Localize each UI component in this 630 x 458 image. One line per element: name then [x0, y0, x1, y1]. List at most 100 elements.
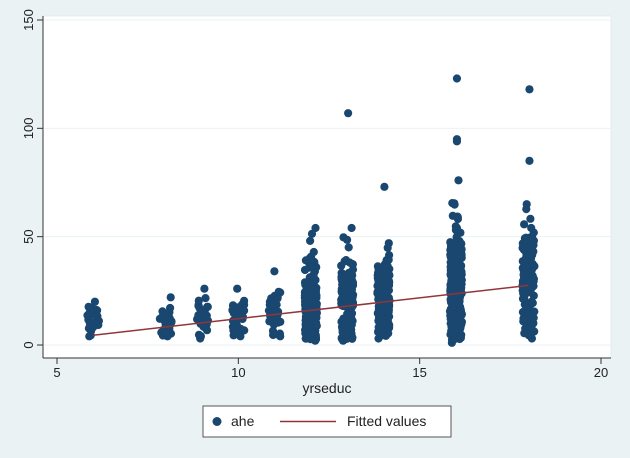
- ahe-point: [201, 294, 210, 303]
- ahe-point: [305, 273, 314, 282]
- ahe-point: [274, 287, 283, 296]
- legend-fitted-label: Fitted values: [347, 413, 426, 429]
- ahe-point: [234, 305, 243, 314]
- ahe-point: [529, 228, 538, 237]
- ahe-point: [158, 307, 167, 316]
- ahe-point: [270, 267, 279, 276]
- ahe-point: [344, 327, 353, 336]
- ahe-point: [274, 330, 283, 340]
- ahe-point: [200, 284, 209, 293]
- ahe-point: [447, 335, 457, 344]
- ahe-point: [522, 205, 531, 214]
- ahe-point: [447, 315, 456, 324]
- ahe-point-outlier: [344, 109, 353, 118]
- ahe-point-outlier: [452, 74, 462, 83]
- y-axis: 0 50 100 150: [21, 9, 44, 358]
- ahe-point: [520, 260, 529, 269]
- ahe-point: [93, 312, 102, 321]
- ahe-point: [520, 234, 530, 243]
- fitted-values-line: [93, 284, 529, 336]
- ahe-point: [233, 284, 242, 293]
- legend-ahe-marker: [212, 417, 222, 426]
- fitted-line-group: [93, 284, 529, 336]
- ahe-point: [528, 298, 537, 308]
- ahe-point: [446, 295, 455, 304]
- ahe-point: [456, 253, 465, 262]
- ahe-point: [374, 327, 383, 337]
- ahe-point: [199, 322, 208, 331]
- grid-lines: [44, 19, 611, 346]
- ahe-point: [337, 261, 346, 270]
- ahe-point: [268, 326, 278, 335]
- ahe-point: [163, 314, 173, 323]
- ahe-point: [309, 260, 318, 269]
- ahe-point: [344, 243, 353, 252]
- ahe-point: [457, 275, 466, 285]
- plot-area: [42, 15, 612, 359]
- ahe-point: [452, 226, 461, 235]
- ahe-point: [529, 313, 538, 322]
- y-tick-label: 100: [21, 117, 36, 139]
- ahe-point: [453, 214, 462, 224]
- ahe-point: [302, 326, 311, 335]
- ahe-point: [375, 264, 384, 273]
- ahe-point: [304, 288, 313, 297]
- ahe-point: [203, 316, 213, 325]
- ahe-point: [194, 311, 203, 320]
- ahe-point: [90, 297, 99, 306]
- ahe-point: [454, 176, 463, 185]
- ahe-point: [347, 308, 356, 317]
- ahe-point: [86, 331, 95, 340]
- ahe-point: [457, 310, 466, 319]
- ahe-point: [448, 249, 457, 258]
- ahe-point: [450, 269, 459, 278]
- ahe-point: [448, 199, 457, 208]
- ahe-point: [526, 214, 535, 223]
- ahe-point: [88, 304, 97, 313]
- ahe-point: [343, 235, 352, 244]
- ahe-point: [373, 281, 382, 290]
- ahe-point: [232, 313, 241, 322]
- ahe-point: [347, 223, 356, 233]
- ahe-point: [448, 302, 457, 311]
- ahe-point: [338, 277, 347, 286]
- ahe-point: [344, 314, 353, 323]
- ahe-point: [383, 243, 392, 252]
- x-tick-label: 5: [53, 365, 60, 380]
- ahe-point: [342, 321, 351, 330]
- ahe-point: [530, 307, 539, 316]
- ahe-point: [89, 323, 98, 332]
- ahe-point: [449, 289, 458, 298]
- y-tick-label: 50: [21, 229, 36, 243]
- ahe-point: [266, 298, 275, 307]
- ahe-point: [447, 242, 456, 251]
- ahe-point: [232, 328, 241, 337]
- ahe-point: [346, 273, 356, 282]
- ahe-point: [520, 293, 529, 302]
- ahe-point: [378, 314, 387, 324]
- y-tick-label: 150: [21, 9, 36, 31]
- ahe-point: [348, 260, 357, 269]
- ahe-point: [519, 270, 528, 279]
- ahe-point: [520, 220, 529, 229]
- ahe-point-outlier: [525, 85, 534, 94]
- ahe-point: [448, 277, 457, 287]
- ahe-point-outlier: [452, 137, 462, 146]
- ahe-point: [382, 276, 391, 285]
- ahe-point: [384, 305, 393, 315]
- ahe-point: [268, 318, 277, 327]
- ahe-point: [526, 249, 535, 258]
- x-axis: 5 10 15 20: [43, 357, 611, 380]
- ahe-point: [166, 293, 175, 302]
- y-tick-label: 0: [21, 341, 36, 348]
- legend: ahe Fitted values: [202, 405, 452, 438]
- ahe-point-outlier: [525, 156, 534, 165]
- legend-ahe-label: ahe: [231, 413, 255, 429]
- ahe-point: [309, 247, 318, 257]
- ahe-point: [271, 308, 280, 317]
- ahe-point: [83, 311, 92, 320]
- ahe-point: [349, 290, 358, 299]
- ahe-point: [337, 334, 346, 343]
- ahe-point: [194, 330, 204, 339]
